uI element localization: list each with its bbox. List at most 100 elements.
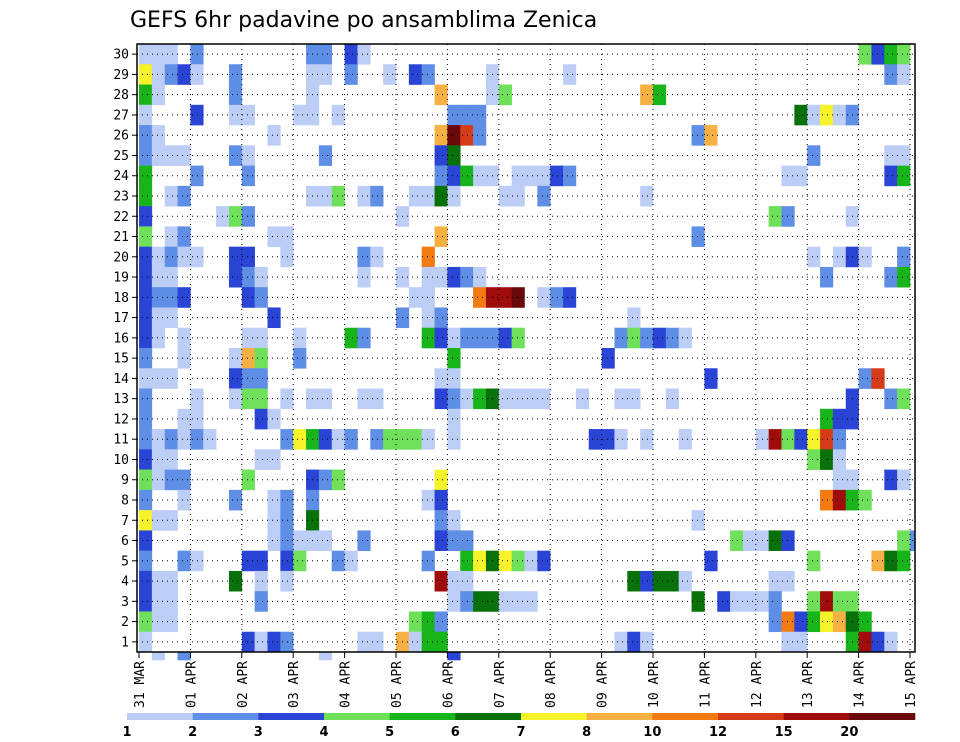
- x-tick-label: 12 APR: [750, 661, 765, 708]
- heatmap-cell: [228, 570, 243, 592]
- heatmap-cell: [254, 449, 268, 470]
- heatmap-cell: [884, 64, 898, 85]
- heatmap-cell: [537, 550, 551, 572]
- heatmap-cell: [897, 266, 911, 288]
- heatmap-cell: [421, 550, 435, 572]
- heatmap-cell: [254, 327, 268, 349]
- heatmap-cell: [151, 266, 165, 288]
- heatmap-cell: [267, 530, 281, 551]
- heatmap-cell: [807, 104, 821, 126]
- colorbar-swatch: [258, 713, 325, 720]
- heatmap-cell: [678, 570, 692, 592]
- y-tick-label: 21: [113, 230, 129, 245]
- heatmap-cell: [434, 388, 448, 410]
- colorbar-swatch: [652, 713, 719, 720]
- heatmap-cell: [318, 388, 333, 410]
- heatmap-cell: [383, 429, 397, 450]
- heatmap-cell: [717, 591, 731, 612]
- y-tick-label: 10: [113, 453, 129, 468]
- heatmap-cell: [267, 307, 281, 329]
- heatmap-cell: [139, 226, 153, 247]
- heatmap-cell: [832, 429, 847, 450]
- heatmap-cell: [601, 348, 615, 369]
- heatmap-cell: [357, 530, 371, 551]
- heatmap-cell: [177, 226, 191, 247]
- heatmap-cell: [858, 489, 872, 511]
- heatmap-cell: [254, 266, 268, 288]
- heatmap-cell: [897, 44, 911, 65]
- heatmap-cell: [267, 489, 281, 511]
- heatmap-cell: [331, 185, 345, 207]
- heatmap-cell: [858, 611, 872, 633]
- colorbar-label: 1: [122, 725, 131, 740]
- heatmap-cell: [447, 348, 461, 369]
- heatmap-cell: [897, 64, 911, 85]
- heatmap-cell: [190, 104, 204, 126]
- heatmap-cell: [832, 104, 847, 126]
- heatmap-cell: [473, 266, 487, 288]
- heatmap-cell: [691, 125, 705, 146]
- heatmap-cell: [280, 570, 294, 592]
- heatmap-cell: [293, 429, 307, 450]
- heatmap-cell: [177, 145, 191, 166]
- heatmap-cell: [627, 631, 641, 653]
- heatmap-cell: [357, 631, 371, 653]
- heatmap-cell: [151, 510, 165, 531]
- heatmap-cell: [550, 287, 564, 308]
- heatmap-cell: [318, 469, 333, 491]
- heatmap-cell: [820, 611, 834, 633]
- heatmap-cell: [190, 165, 204, 187]
- heatmap-cell: [781, 611, 795, 633]
- y-tick-label: 9: [121, 473, 129, 488]
- heatmap-cell: [768, 611, 782, 633]
- heatmap-cell: [447, 125, 461, 146]
- heatmap-cell: [832, 489, 847, 511]
- heatmap-cell: [139, 631, 153, 653]
- heatmap-cell: [897, 550, 911, 572]
- heatmap-cell: [139, 125, 153, 146]
- heatmap-cell: [460, 570, 474, 592]
- heatmap-cell: [421, 185, 435, 207]
- heatmap-cell: [447, 570, 461, 592]
- heatmap-cell: [447, 652, 461, 661]
- heatmap-cell: [820, 266, 834, 288]
- heatmap-cell: [164, 591, 178, 612]
- heatmap-cell: [190, 429, 204, 450]
- heatmap-cell: [151, 145, 165, 166]
- heatmap-cell: [344, 44, 358, 65]
- heatmap-cell: [640, 429, 654, 450]
- x-tick-label: 04 APR: [339, 661, 354, 708]
- heatmap-cell: [151, 652, 165, 661]
- heatmap-cell: [280, 429, 294, 450]
- heatmap-cell: [139, 44, 153, 65]
- heatmap-cell: [434, 570, 448, 592]
- heatmap-cell: [357, 246, 371, 268]
- heatmap-cell: [537, 185, 551, 207]
- heatmap-cell: [832, 449, 847, 470]
- y-tick-label: 6: [121, 534, 129, 549]
- heatmap-cell: [498, 591, 512, 612]
- heatmap-cell: [357, 327, 371, 349]
- heatmap-cell: [704, 550, 718, 572]
- y-tick-label: 22: [113, 210, 129, 225]
- colorbar-swatch: [192, 713, 259, 720]
- heatmap-cell: [177, 408, 191, 430]
- heatmap-cell: [447, 327, 461, 349]
- heatmap-cell: [228, 206, 243, 227]
- heatmap-cell: [460, 388, 474, 410]
- heatmap-cell: [344, 64, 358, 85]
- heatmap-cell: [447, 104, 461, 126]
- heatmap-cell: [151, 64, 165, 85]
- colorbar-legend: 1 2 3 4 5 6 7 8 10 12 15 20: [122, 713, 916, 740]
- heatmap-cell: [241, 104, 255, 126]
- heatmap-cell: [151, 570, 165, 592]
- heatmap-cell: [370, 429, 384, 450]
- colorbar-label: 15: [775, 725, 793, 740]
- heatmap-cell: [151, 125, 165, 146]
- y-tick-label: 7: [121, 514, 129, 529]
- heatmap-cell: [139, 145, 153, 166]
- heatmap-cell: [408, 631, 422, 653]
- colorbar-label: 10: [643, 725, 661, 740]
- heatmap-cell: [511, 287, 525, 308]
